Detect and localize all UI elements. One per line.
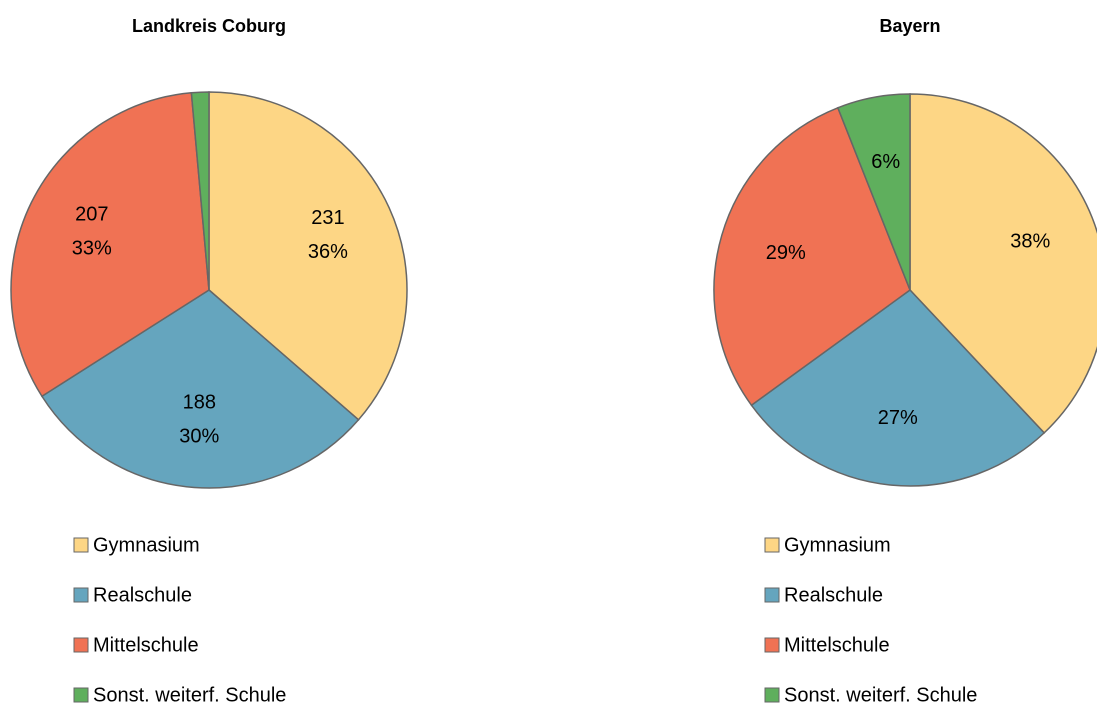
pie-slice [208, 91, 408, 421]
data-label: 27% [878, 407, 918, 429]
legend-swatch [73, 637, 89, 653]
data-label: 188 [183, 392, 216, 414]
legend-swatch [73, 537, 89, 553]
chart-title: Landkreis Coburg [132, 16, 286, 36]
pie-slice [713, 106, 911, 407]
pie-slice [909, 93, 1097, 434]
pie-slice [40, 289, 360, 489]
legend-label: Gymnasium [784, 534, 891, 556]
data-label: 30% [179, 426, 219, 448]
data-label: 33% [72, 238, 112, 260]
pie-slice [10, 91, 210, 398]
legend-label: Mittelschule [784, 634, 890, 656]
legend-label: Sonst. weiterf. Schule [784, 684, 977, 706]
legend-swatch [764, 637, 780, 653]
legend-label: Realschule [784, 584, 883, 606]
legend-swatch [764, 687, 780, 703]
data-label: 38% [1010, 231, 1050, 253]
data-label: 29% [766, 242, 806, 264]
legend-swatch [764, 537, 780, 553]
legend-swatch [73, 587, 89, 603]
chart-title: Bayern [879, 16, 940, 36]
legend-label: Mittelschule [93, 634, 199, 656]
data-label: 6% [871, 151, 900, 173]
legend-swatch [73, 687, 89, 703]
pie-slice [190, 91, 210, 291]
data-label: 207 [75, 204, 108, 226]
pie-slice [750, 289, 1046, 487]
legend-label: Realschule [93, 584, 192, 606]
data-label: 231 [311, 207, 344, 229]
pie-slice [836, 93, 911, 291]
legend-label: Sonst. weiterf. Schule [93, 684, 286, 706]
legend-label: Gymnasium [93, 534, 200, 556]
data-label: 36% [308, 241, 348, 263]
legend-swatch [764, 587, 780, 603]
